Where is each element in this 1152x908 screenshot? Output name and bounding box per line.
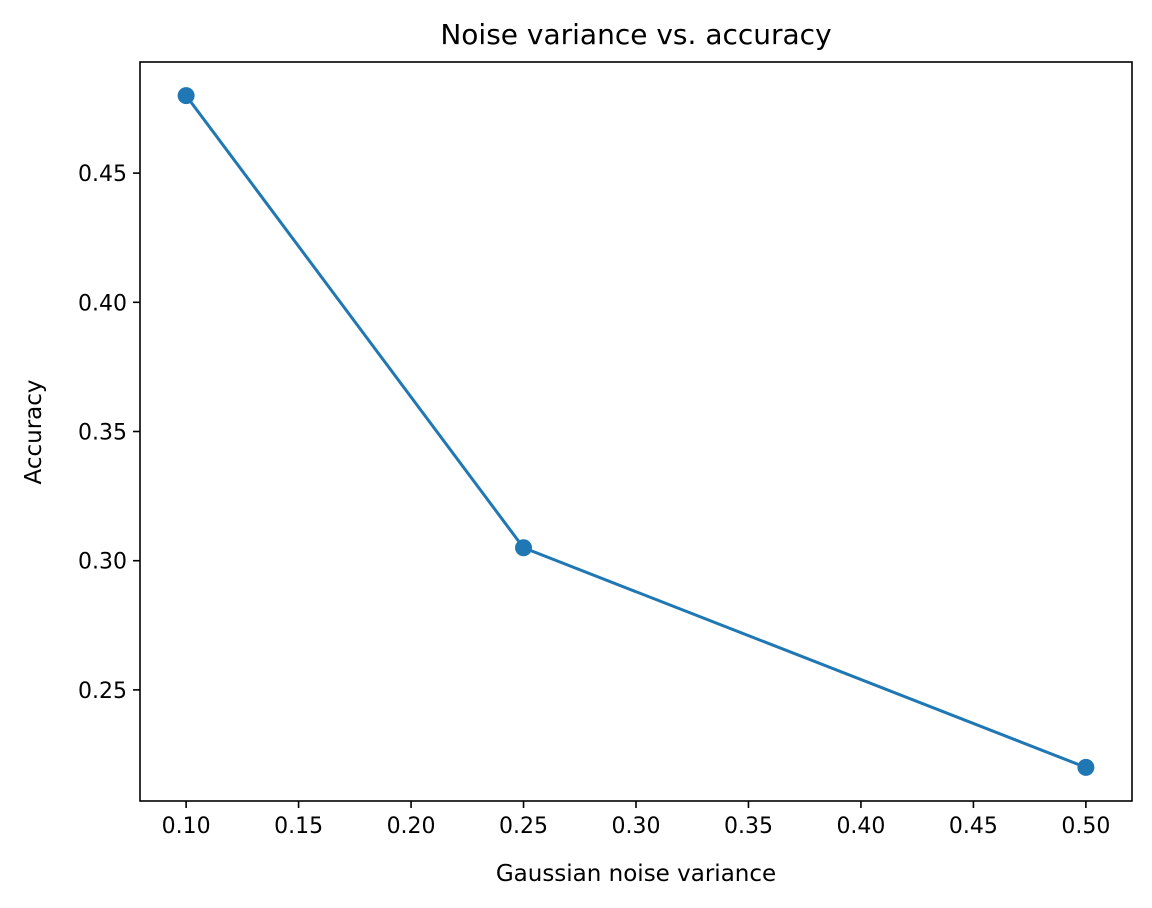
x-tick-label: 0.20 [387, 814, 436, 839]
data-point [515, 539, 533, 557]
y-tick-label: 0.30 [78, 550, 127, 575]
x-tick-label: 0.50 [1061, 814, 1110, 839]
y-tick-label: 0.35 [78, 421, 127, 446]
x-tick-label: 0.10 [162, 814, 211, 839]
y-axis-ticks: 0.25 0.30 0.35 0.40 0.45 [78, 162, 140, 704]
y-tick-label: 0.45 [78, 162, 127, 187]
y-tick-label: 0.25 [78, 679, 127, 704]
x-tick-label: 0.40 [836, 814, 885, 839]
x-axis-label: Gaussian noise variance [496, 861, 776, 887]
chart-title: Noise variance vs. accuracy [440, 18, 831, 51]
data-point [1077, 758, 1095, 776]
x-tick-label: 0.35 [724, 814, 773, 839]
series-group [177, 87, 1095, 776]
y-tick-label: 0.40 [78, 291, 127, 316]
x-tick-label: 0.15 [274, 814, 323, 839]
y-axis-label: Accuracy [21, 379, 47, 484]
x-tick-label: 0.30 [612, 814, 661, 839]
x-tick-label: 0.45 [949, 814, 998, 839]
data-point [177, 87, 195, 105]
plot-frame [139, 61, 1133, 802]
x-axis-ticks: 0.10 0.15 0.20 0.25 0.30 0.35 0.40 0.45 0.50 [162, 801, 1110, 839]
x-tick-label: 0.25 [499, 814, 548, 839]
